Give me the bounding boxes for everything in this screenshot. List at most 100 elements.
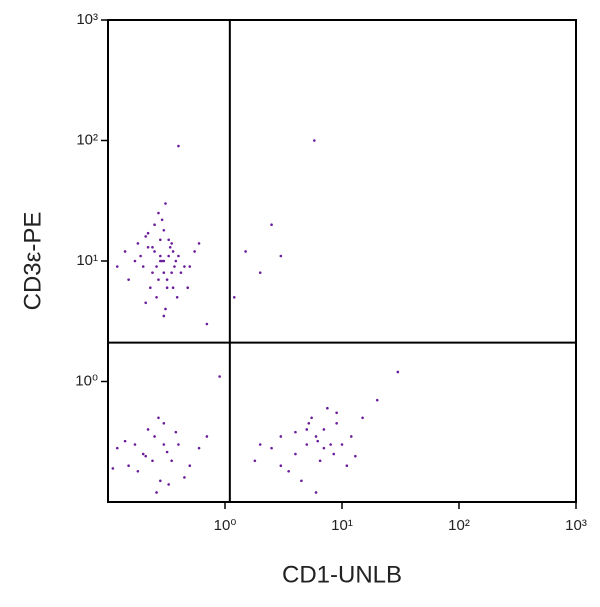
point [232,295,236,299]
point [188,464,192,468]
x-tick-label: 10² [448,517,470,534]
y-tick-label: 10⁰ [75,372,98,389]
point [270,223,273,227]
point [396,370,400,374]
point [314,491,318,494]
point [335,411,338,415]
point [253,459,257,463]
point [177,254,180,258]
point [123,250,127,253]
point [313,139,316,142]
point [168,245,172,249]
point [157,211,160,215]
x-tick-label: 10¹ [331,517,353,534]
point [183,476,186,479]
point [146,231,150,235]
point [160,218,164,222]
point [205,322,209,326]
point [167,254,170,258]
point [144,301,147,305]
point [164,307,167,311]
point [151,271,154,274]
point [197,446,201,450]
point [165,286,169,290]
point [165,278,169,281]
point [218,375,221,378]
point [205,435,209,438]
point [141,452,145,456]
point [175,295,179,299]
point [162,314,166,318]
point [305,428,309,431]
point [316,439,320,443]
point [136,242,140,245]
point [136,469,140,473]
plot-frame [107,19,577,503]
point [170,459,173,463]
point [314,435,318,438]
point [197,242,201,245]
point [159,238,162,242]
point [305,443,309,446]
point [335,421,338,425]
x-tick-label: 10⁰ [214,517,237,534]
point [258,271,262,274]
point [157,278,160,281]
y-tick-label: 10¹ [76,252,98,269]
point [141,265,145,268]
point [287,469,290,473]
point [177,144,180,148]
point [155,295,158,299]
point [193,250,196,253]
point [146,245,150,249]
point [173,265,176,268]
point [170,242,173,245]
point [165,450,169,454]
point [146,428,150,431]
point [144,454,147,458]
point [294,430,297,434]
point [186,286,190,290]
point [307,421,311,425]
point [329,443,332,446]
point [310,416,313,420]
point [139,254,142,258]
point [349,435,353,438]
point [123,439,127,443]
x-axis-label: CD1-UNLB [282,561,402,588]
point [115,446,119,450]
point [155,265,158,268]
point [159,254,162,258]
point [127,464,130,468]
point [340,443,344,446]
point [160,259,164,263]
point [177,443,180,446]
point [179,271,183,274]
point [151,459,154,463]
point [279,435,283,438]
y-axis-label: CD3ε-PE [19,212,46,311]
point [244,250,247,253]
point [149,286,152,290]
point [144,235,147,238]
point [183,265,186,268]
point [167,238,170,242]
point [375,398,379,402]
point [162,228,166,232]
y-tick-label: 10³ [76,11,98,28]
point [258,443,262,446]
point [294,452,297,456]
point [115,265,119,268]
point [157,416,160,420]
point [133,443,137,446]
point [300,479,303,483]
point [361,416,364,420]
point [171,250,175,253]
point [332,452,336,456]
point [153,223,156,227]
point [155,491,158,494]
point [133,259,137,263]
point [174,430,178,434]
point [318,459,322,463]
